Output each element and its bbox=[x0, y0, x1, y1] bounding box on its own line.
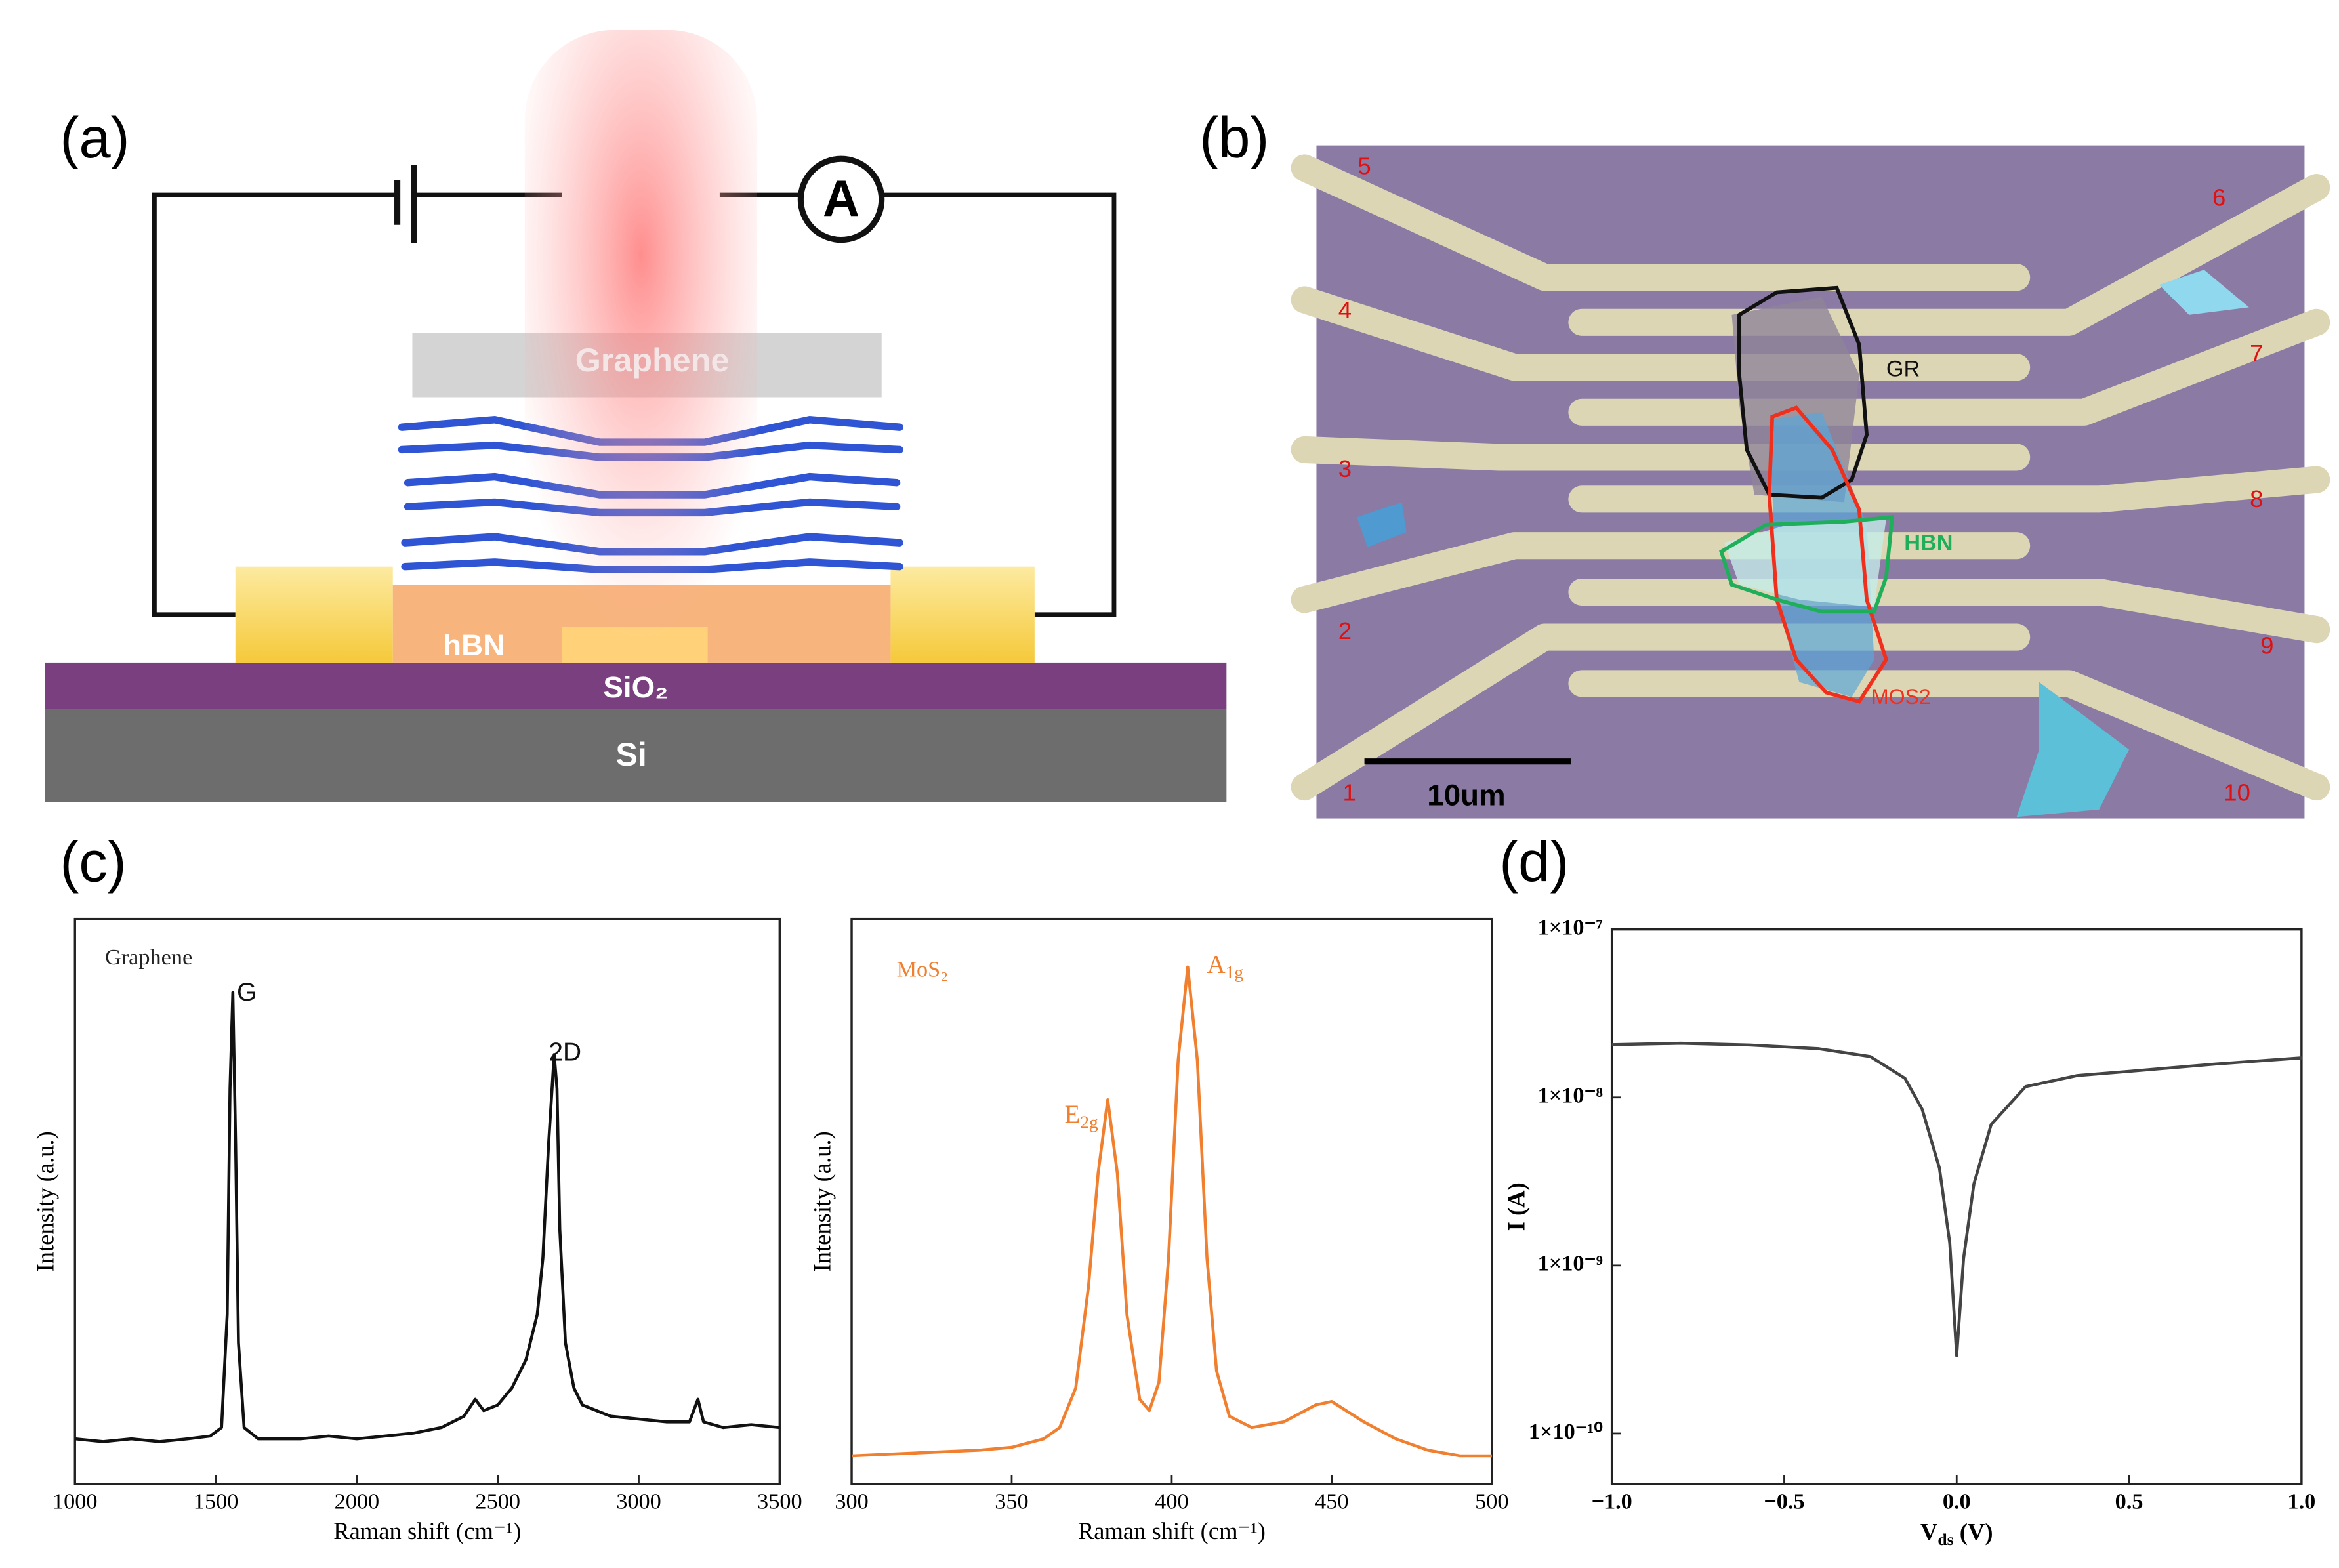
electrode-number: 4 bbox=[1338, 297, 1352, 323]
electrode-number: 2 bbox=[1338, 617, 1352, 644]
series-line bbox=[851, 965, 1492, 1458]
x-tick-label: 2500 bbox=[475, 1489, 520, 1514]
hbn-label: hBN bbox=[443, 629, 505, 662]
debris bbox=[1357, 502, 1407, 547]
x-axis-label: Raman shift (cm⁻¹) bbox=[1078, 1517, 1266, 1544]
electrode-numbers: 1 2 3 4 5 6 7 8 9 10 bbox=[1338, 153, 2274, 806]
electrode-number: 1 bbox=[1343, 779, 1356, 806]
peak-label: E2g bbox=[1065, 1100, 1098, 1132]
electrode-number: 9 bbox=[2260, 632, 2273, 659]
chart-title: Graphene bbox=[105, 945, 192, 970]
label-part: 2D bbox=[549, 1039, 581, 1067]
graphene-label: Graphene bbox=[575, 341, 730, 379]
wire bbox=[152, 192, 398, 617]
plot-frame bbox=[73, 917, 781, 1485]
x-tick-label: 1000 bbox=[52, 1489, 98, 1514]
charts: 1000 1500 2000 2500 3000 3500 Raman shift (cm⁻… bbox=[32, 915, 2316, 1548]
label-sub: 1g bbox=[1226, 962, 1244, 982]
electrode-number: 6 bbox=[2212, 184, 2225, 211]
electrode bbox=[890, 566, 1035, 663]
device-diagram: A Si SiO₂ hBN Graphene bbox=[45, 30, 1227, 802]
laser-beam bbox=[524, 30, 758, 675]
x-tick-label: −0.5 bbox=[1764, 1489, 1804, 1514]
micrograph: GR HBN MOS2 1 2 3 4 5 6 7 8 9 10 10um bbox=[1291, 145, 2330, 819]
flake-label: GR bbox=[1886, 356, 1920, 381]
panel-label: (a) bbox=[60, 106, 129, 170]
x-tick-label: 3500 bbox=[757, 1489, 802, 1514]
panel-label: (b) bbox=[1199, 106, 1269, 170]
chart: −1.0 −0.5 0.0 0.5 1.0 1×10⁻¹⁰ 1×10⁻⁹ 1×10⁻⁸ 1×10… bbox=[1502, 915, 2315, 1548]
electrode-number: 5 bbox=[1357, 153, 1371, 180]
x-tick-label: −1.0 bbox=[1591, 1489, 1632, 1514]
x-tick-label: 0.5 bbox=[2115, 1489, 2143, 1514]
label-sub: 2g bbox=[1080, 1113, 1098, 1132]
ammeter-label: A bbox=[823, 171, 859, 227]
si-layer bbox=[45, 709, 1227, 802]
electrode-number: 3 bbox=[1338, 455, 1352, 482]
sio2-label: SiO₂ bbox=[603, 671, 668, 704]
label-part: E bbox=[1065, 1100, 1081, 1128]
x-tick-label: 300 bbox=[835, 1489, 868, 1514]
flake-outline bbox=[1737, 285, 1869, 500]
flake-label: HBN bbox=[1904, 530, 1953, 555]
hbn-flake bbox=[1724, 518, 1886, 608]
flake-outline bbox=[1767, 405, 1888, 704]
chart: 1000 1500 2000 2500 3000 3500 Raman shift (cm⁻… bbox=[32, 917, 802, 1544]
chart-title: MoS₂ bbox=[897, 957, 949, 981]
x-tick-label: 1.0 bbox=[2287, 1489, 2315, 1514]
x-tick-label: 2000 bbox=[335, 1489, 380, 1514]
electrode bbox=[235, 566, 393, 663]
peak-label: G bbox=[237, 978, 257, 1006]
x-tick-label: 3000 bbox=[616, 1489, 661, 1514]
flake-outline bbox=[1719, 515, 1895, 614]
x-tick-label: 500 bbox=[1475, 1489, 1508, 1514]
y-tick-label: 1×10⁻⁹ bbox=[1538, 1251, 1603, 1276]
y-axis-label: Intensity (a.u.) bbox=[32, 1131, 59, 1271]
panel-label: (c) bbox=[60, 831, 126, 894]
x-tick-label: 400 bbox=[1155, 1489, 1188, 1514]
x-axis-label: Vds (V) bbox=[1920, 1519, 1993, 1549]
panel-label: (d) bbox=[1499, 831, 1569, 894]
y-tick-label: 1×10⁻⁸ bbox=[1538, 1083, 1603, 1108]
peak-label: A1g bbox=[1207, 951, 1244, 983]
x-tick-label: 350 bbox=[995, 1489, 1028, 1514]
label-part: A bbox=[1207, 951, 1226, 979]
label-sub: ds bbox=[1937, 1530, 1953, 1549]
series-line bbox=[1611, 1041, 2302, 1357]
label-part: (V) bbox=[1954, 1519, 1993, 1546]
x-tick-label: 0.0 bbox=[1943, 1489, 1971, 1514]
x-tick-label: 450 bbox=[1315, 1489, 1348, 1514]
electrode-number: 10 bbox=[2224, 779, 2250, 806]
scale-bar-label: 10um bbox=[1427, 779, 1505, 812]
electrode-number: 8 bbox=[2250, 485, 2263, 512]
label-part: V bbox=[1920, 1519, 1937, 1546]
x-tick-label: 1500 bbox=[194, 1489, 239, 1514]
peak-label: 2D bbox=[549, 1039, 581, 1067]
y-tick-label: 1×10⁻¹⁰ bbox=[1529, 1419, 1603, 1444]
y-axis-label: Intensity (a.u.) bbox=[808, 1131, 835, 1271]
series-line bbox=[75, 991, 780, 1443]
ammeter bbox=[797, 155, 885, 243]
si-label: Si bbox=[615, 735, 647, 773]
flake-label: MOS2 bbox=[1871, 685, 1931, 709]
wire bbox=[881, 192, 1117, 617]
y-axis-label: I (A) bbox=[1502, 1182, 1529, 1231]
label-part: G bbox=[237, 978, 257, 1006]
x-axis-label: Raman shift (cm⁻¹) bbox=[333, 1517, 521, 1544]
y-tick-label: 1×10⁻⁷ bbox=[1538, 915, 1603, 939]
debris bbox=[2016, 682, 2130, 817]
debris bbox=[2159, 270, 2249, 315]
plot-frame bbox=[1610, 928, 2303, 1485]
electrode-number: 7 bbox=[2250, 340, 2263, 367]
chart: 300 350 400 450 500 Raman shift (cm⁻¹) Intensi… bbox=[808, 917, 1509, 1544]
